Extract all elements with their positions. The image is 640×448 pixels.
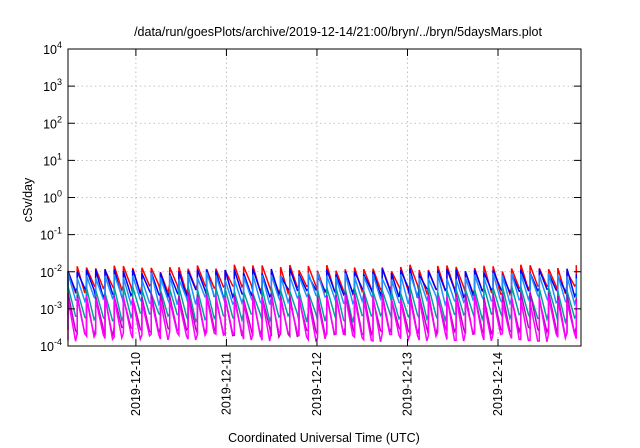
x-tick-label: 2019-12-14 — [491, 352, 505, 416]
y-tick-label: 104 — [43, 40, 62, 57]
plot-lines — [67, 264, 578, 343]
y-tick-label: 10-3 — [40, 300, 62, 317]
x-tick-label: 2019-12-13 — [400, 352, 414, 416]
series-line — [67, 295, 578, 343]
x-tick-label: 2019-12-11 — [219, 352, 233, 415]
x-axis: 2019-12-10 2019-12-11 2019-12-12 2019-12-13… — [129, 49, 505, 416]
chart-title: /data/run/goesPlots/archive/2019-12-14/2… — [134, 25, 542, 39]
y-tick-label: 10-1 — [40, 226, 62, 243]
y-tick-label: 101 — [43, 151, 62, 168]
y-tick-label: 103 — [43, 77, 62, 94]
x-axis-label: Coordinated Universal Time (UTC) — [228, 431, 420, 445]
y-axis: 10-4 10-3 10-2 10-1 100 101 102 103 104 — [40, 40, 581, 354]
x-tick-label: 2019-12-10 — [129, 352, 143, 416]
y-tick-label: 102 — [43, 114, 62, 131]
y-tick-label: 10-2 — [40, 263, 62, 280]
y-axis-label: cSv/day — [21, 177, 35, 222]
y-tick-label: 100 — [43, 189, 62, 206]
y-tick-label: 10-4 — [40, 337, 62, 354]
x-tick-label: 2019-12-12 — [310, 352, 324, 416]
